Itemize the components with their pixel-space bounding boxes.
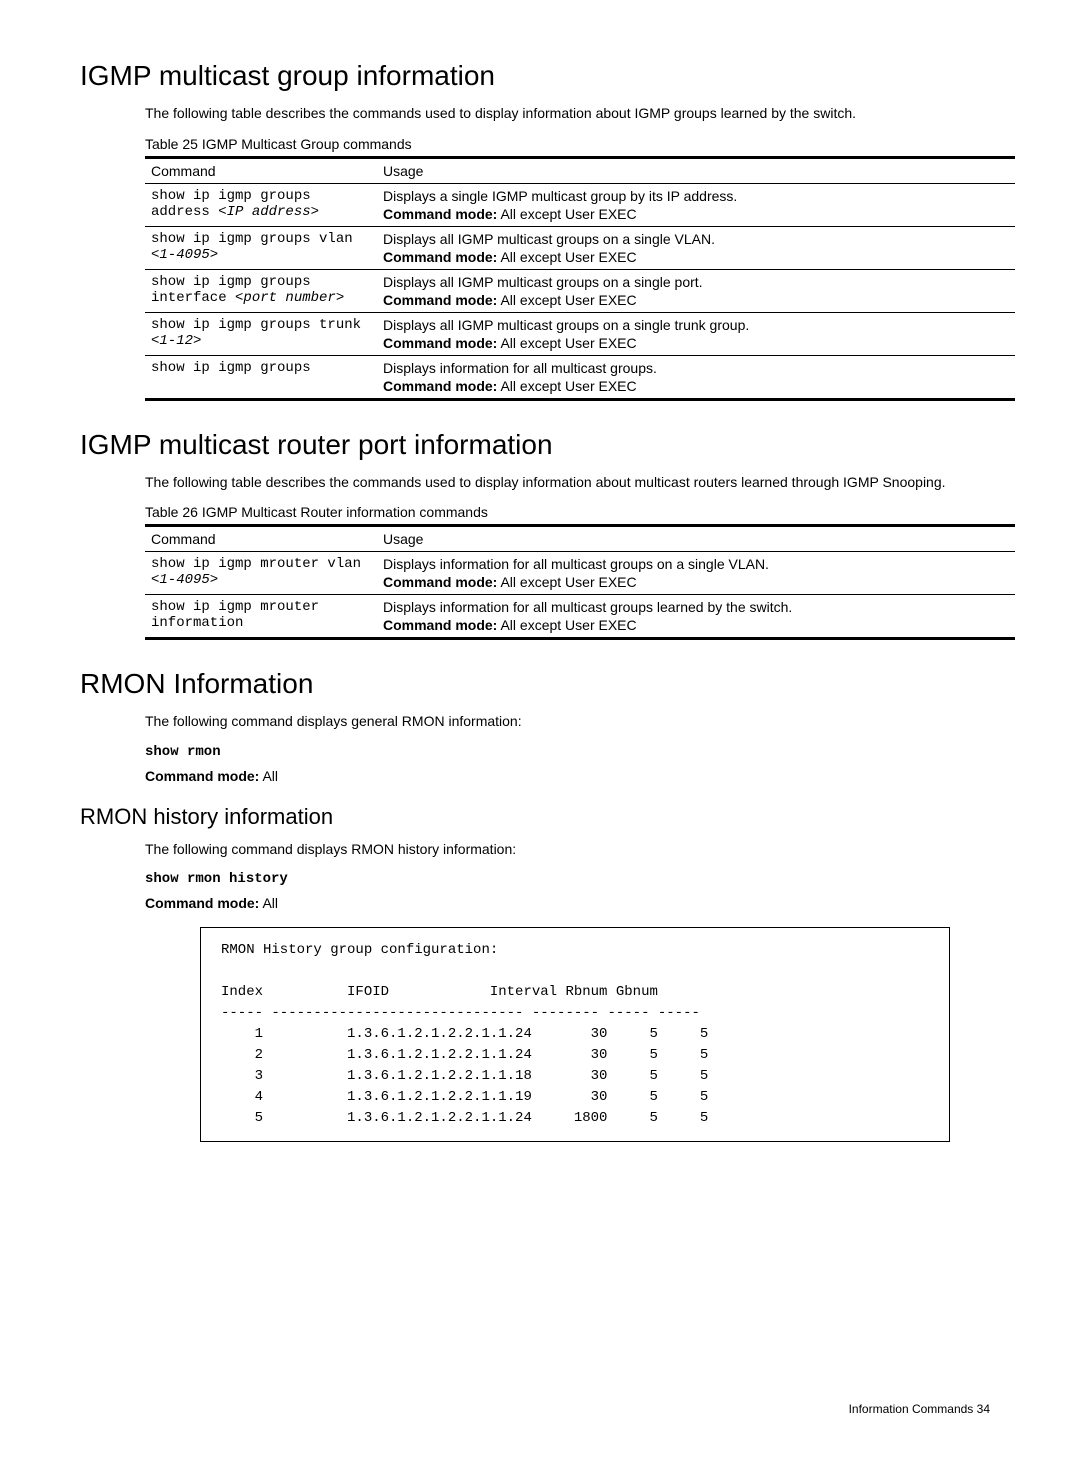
mode-value: All except User EXEC: [497, 206, 636, 222]
table-row: show ip igmp mrouter information Displays…: [145, 595, 1015, 639]
usage-mode: Command mode: All except User EXEC: [383, 206, 1009, 222]
table25-caption: Table 25 IGMP Multicast Group commands: [145, 136, 1000, 152]
usage-description: Displays all IGMP multicast groups on a …: [383, 274, 1009, 290]
usage-mode: Command mode: All except User EXEC: [383, 378, 1009, 394]
section3-mode: Command mode: All: [145, 768, 1000, 784]
command-text: show ip igmp groups: [151, 360, 311, 376]
table25-command-cell: show ip igmp groups address <IP address>: [145, 183, 377, 226]
usage-description: Displays all IGMP multicast groups on a …: [383, 317, 1009, 333]
command-param: <port number>: [235, 290, 344, 306]
table25-command-cell: show ip igmp groups vlan <1-4095>: [145, 226, 377, 269]
rmon-history-output: RMON History group configuration: Index …: [200, 927, 950, 1142]
usage-mode: Command mode: All except User EXEC: [383, 249, 1009, 265]
table25-usage-cell: Displays all IGMP multicast groups on a …: [377, 269, 1015, 312]
table25-usage-cell: Displays a single IGMP multicast group b…: [377, 183, 1015, 226]
mode-label: Command mode:: [383, 574, 497, 590]
table-row: show ip igmp groups interface <port numb…: [145, 269, 1015, 312]
usage-description: Displays all IGMP multicast groups on a …: [383, 231, 1009, 247]
table26-usage-cell: Displays information for all multicast g…: [377, 595, 1015, 639]
table25-usage-cell: Displays all IGMP multicast groups on a …: [377, 226, 1015, 269]
page-footer: Information Commands 34: [80, 1402, 1000, 1416]
mode-label: Command mode:: [383, 378, 497, 394]
table-row: show ip igmp groups address <IP address>…: [145, 183, 1015, 226]
section3-command: show rmon: [145, 744, 1000, 760]
mode-value: All except User EXEC: [497, 378, 636, 394]
table25-command-cell: show ip igmp groups trunk <1-12>: [145, 312, 377, 355]
command-param: <1-4095>: [151, 572, 218, 588]
section4-title: RMON history information: [80, 804, 1000, 830]
command-text: show ip igmp mrouter vlan: [151, 556, 361, 572]
table25-usage-cell: Displays information for all multicast g…: [377, 355, 1015, 399]
table26-header-command: Command: [145, 526, 377, 552]
mode-label: Command mode:: [383, 249, 497, 265]
table25-usage-cell: Displays all IGMP multicast groups on a …: [377, 312, 1015, 355]
usage-mode: Command mode: All except User EXEC: [383, 574, 1009, 590]
table-row: show ip igmp groups vlan <1-4095> Display…: [145, 226, 1015, 269]
table25-header-command: Command: [145, 157, 377, 183]
table26-command-cell: show ip igmp mrouter vlan <1-4095>: [145, 552, 377, 595]
mode-label: Command mode:: [383, 292, 497, 308]
table26-caption: Table 26 IGMP Multicast Router informati…: [145, 504, 1000, 520]
table25-command-cell: show ip igmp groups interface <port numb…: [145, 269, 377, 312]
table-row: show ip igmp groups Displays information …: [145, 355, 1015, 399]
command-text: show ip igmp groups trunk: [151, 317, 361, 333]
command-param: <IP address>: [218, 204, 319, 220]
section3-mode-label: Command mode:: [145, 768, 259, 784]
section3-intro: The following command displays general R…: [145, 712, 1000, 732]
section3-mode-value: All: [259, 768, 278, 784]
table-row: show ip igmp groups trunk <1-12> Displays…: [145, 312, 1015, 355]
mode-value: All except User EXEC: [497, 249, 636, 265]
command-text: show ip igmp mrouter information: [151, 599, 319, 631]
usage-description: Displays information for all multicast g…: [383, 556, 1009, 572]
table26-header-usage: Usage: [377, 526, 1015, 552]
mode-value: All except User EXEC: [497, 617, 636, 633]
section3-title: RMON Information: [80, 668, 1000, 700]
table-row: show ip igmp mrouter vlan <1-4095> Displa…: [145, 552, 1015, 595]
command-text: show ip igmp groups vlan: [151, 231, 353, 247]
usage-description: Displays information for all multicast g…: [383, 360, 1009, 376]
section1-title: IGMP multicast group information: [80, 60, 1000, 92]
mode-label: Command mode:: [383, 206, 497, 222]
section4-intro: The following command displays RMON hist…: [145, 840, 1000, 860]
table26-command-cell: show ip igmp mrouter information: [145, 595, 377, 639]
section2-intro: The following table describes the comman…: [145, 473, 1000, 493]
usage-mode: Command mode: All except User EXEC: [383, 335, 1009, 351]
usage-description: Displays information for all multicast g…: [383, 599, 1009, 615]
mode-value: All except User EXEC: [497, 335, 636, 351]
usage-mode: Command mode: All except User EXEC: [383, 617, 1009, 633]
mode-label: Command mode:: [383, 335, 497, 351]
usage-mode: Command mode: All except User EXEC: [383, 292, 1009, 308]
section2-title: IGMP multicast router port information: [80, 429, 1000, 461]
usage-description: Displays a single IGMP multicast group b…: [383, 188, 1009, 204]
table25: Command Usage show ip igmp groups addres…: [145, 156, 1015, 401]
section4-mode: Command mode: All: [145, 895, 1000, 911]
mode-label: Command mode:: [383, 617, 497, 633]
section4-mode-value: All: [259, 895, 278, 911]
table26-usage-cell: Displays information for all multicast g…: [377, 552, 1015, 595]
table25-command-cell: show ip igmp groups: [145, 355, 377, 399]
mode-value: All except User EXEC: [497, 292, 636, 308]
section4-command: show rmon history: [145, 871, 1000, 887]
command-param: <1-4095>: [151, 247, 218, 263]
mode-value: All except User EXEC: [497, 574, 636, 590]
command-param: <1-12>: [151, 333, 201, 349]
section4-mode-label: Command mode:: [145, 895, 259, 911]
section1-intro: The following table describes the comman…: [145, 104, 1000, 124]
table26: Command Usage show ip igmp mrouter vlan …: [145, 524, 1015, 640]
table25-header-usage: Usage: [377, 157, 1015, 183]
